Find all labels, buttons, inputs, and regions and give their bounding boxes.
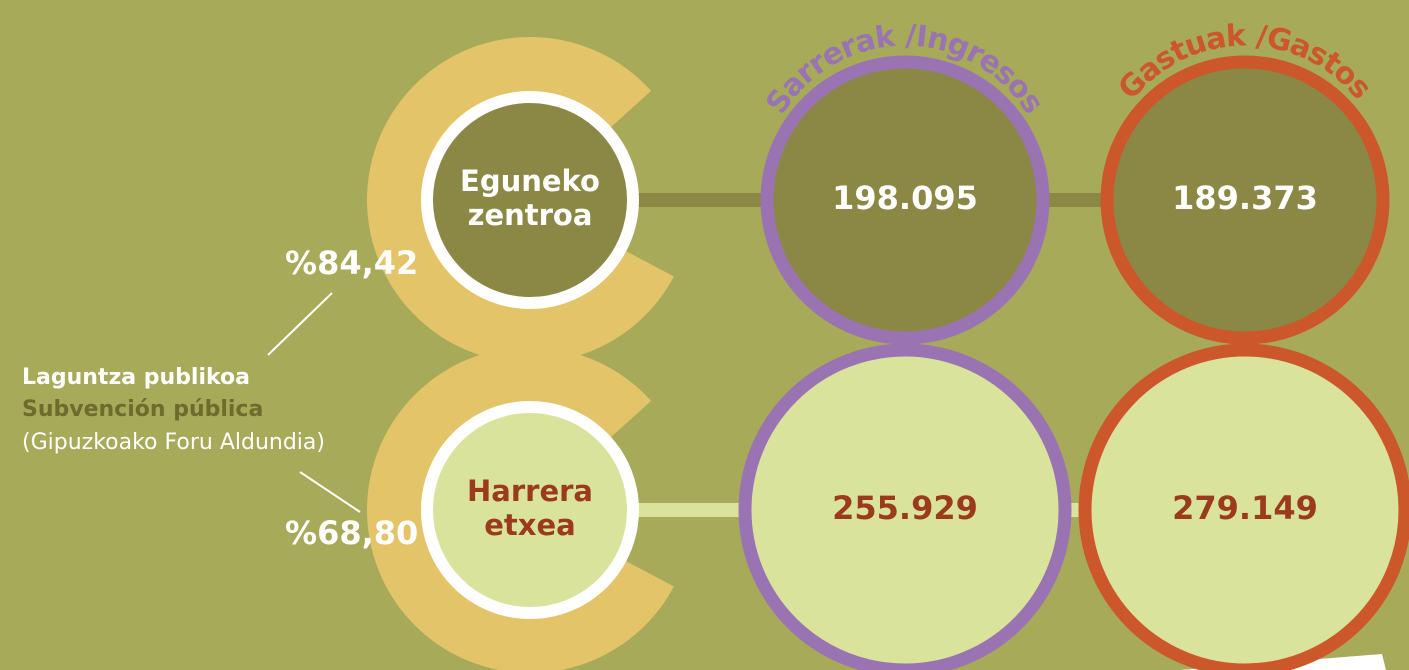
value-label: 255.929 <box>832 489 978 527</box>
category-name: Eguneko <box>460 164 600 198</box>
value-circle <box>760 55 1050 345</box>
percent-label: %68,80 <box>285 514 418 552</box>
value-label: 189.373 <box>1172 179 1318 217</box>
pointer-line <box>299 471 361 513</box>
label-title: Laguntza publikoa <box>22 365 250 390</box>
value-circle <box>1078 343 1409 670</box>
pointer-line <box>267 292 333 356</box>
label-source: (Gipuzkoako Foru Aldundia) <box>22 430 325 455</box>
category-name: Harrera <box>467 474 593 508</box>
label-subtitle: Subvención pública <box>22 397 263 422</box>
category-name: zentroa <box>468 198 593 232</box>
category-name: etxea <box>484 508 575 542</box>
category-circle <box>421 401 639 619</box>
value-circle <box>1100 55 1390 345</box>
category-circle <box>421 91 639 309</box>
value-label: 279.149 <box>1172 489 1318 527</box>
value-circle <box>738 343 1072 670</box>
value-label: 198.095 <box>832 179 978 217</box>
percent-label: %84,42 <box>285 244 418 282</box>
